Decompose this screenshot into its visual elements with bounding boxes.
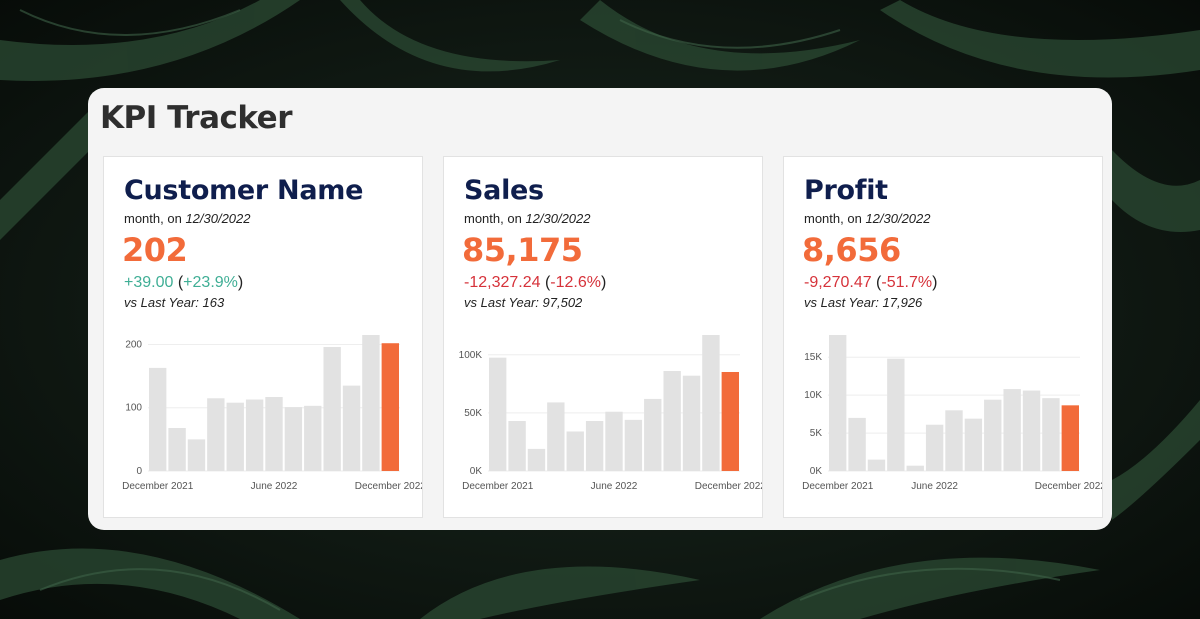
- card-title: Profit: [804, 175, 888, 206]
- kpi-card-profit: Profit month, on 12/30/2022 8,656 -9,270…: [783, 156, 1103, 518]
- delta-value: +39.00: [124, 274, 174, 291]
- bar-current-month[interactable]: [721, 371, 739, 471]
- bar[interactable]: [168, 427, 186, 471]
- bar[interactable]: [702, 335, 720, 471]
- bar[interactable]: [663, 371, 681, 471]
- kpi-value: 202: [122, 231, 188, 269]
- x-tick-label: December 2021: [122, 481, 194, 492]
- kpi-card-customer: Customer Name month, on 12/30/2022 202 +…: [103, 156, 423, 518]
- y-tick-label: 100K: [459, 350, 483, 361]
- bar[interactable]: [245, 399, 264, 471]
- bar[interactable]: [547, 402, 565, 471]
- x-tick-label: June 2022: [911, 481, 958, 492]
- bar-current-month[interactable]: [1061, 405, 1079, 471]
- x-tick-label: June 2022: [251, 481, 298, 492]
- monthly-bar-chart: 0K 50K 100K December 2021 June 2022 December …: [459, 335, 762, 492]
- date-value: 12/30/2022: [185, 211, 251, 226]
- y-tick-label: 15K: [804, 352, 822, 363]
- bar[interactable]: [566, 431, 584, 471]
- x-tick-label: December 2022: [1035, 481, 1102, 492]
- bar[interactable]: [925, 424, 944, 471]
- kpi-delta: -9,270.47 (-51.7%): [804, 274, 938, 291]
- y-tick-label: 200: [125, 339, 142, 350]
- card-date: month, on 12/30/2022: [464, 211, 591, 226]
- x-tick-label: December 2021: [802, 481, 874, 492]
- bar[interactable]: [342, 385, 361, 471]
- y-tick-label: 0K: [470, 466, 483, 477]
- bar-current-month[interactable]: [381, 343, 399, 471]
- bar[interactable]: [323, 347, 341, 471]
- bar[interactable]: [945, 410, 963, 471]
- x-tick-label: December 2022: [355, 481, 422, 492]
- monthly-bar-chart: 0 100 200 December 2021 June 2022 December 20…: [122, 335, 422, 492]
- bar[interactable]: [1042, 398, 1060, 471]
- bar[interactable]: [644, 398, 662, 471]
- bar[interactable]: [605, 411, 623, 471]
- bar[interactable]: [226, 402, 244, 471]
- bar[interactable]: [682, 375, 701, 471]
- date-prefix: month, on: [804, 211, 866, 226]
- x-tick-label: December 2021: [462, 481, 534, 492]
- date-value: 12/30/2022: [525, 211, 591, 226]
- kpi-card-sales: Sales month, on 12/30/2022 85,175 -12,32…: [443, 156, 763, 518]
- bar[interactable]: [489, 357, 507, 471]
- y-tick-label: 5K: [810, 428, 823, 439]
- kpi-delta: +39.00 (+23.9%): [124, 274, 244, 291]
- prior-year-label: vs Last Year: 17,926: [804, 295, 923, 310]
- bar[interactable]: [867, 459, 886, 471]
- bar[interactable]: [906, 465, 924, 471]
- bar[interactable]: [964, 418, 983, 471]
- y-tick-label: 100: [125, 403, 142, 414]
- kpi-panel: KPI Tracker Customer Name month, on 12/3…: [88, 88, 1112, 530]
- bar[interactable]: [362, 335, 380, 471]
- y-tick-label: 50K: [464, 408, 482, 419]
- delta-value: -9,270.47: [804, 274, 872, 291]
- bar[interactable]: [1022, 390, 1041, 471]
- x-tick-label: June 2022: [591, 481, 638, 492]
- card-date: month, on 12/30/2022: [804, 211, 931, 226]
- bar[interactable]: [848, 417, 866, 471]
- page-title: KPI Tracker: [100, 100, 293, 136]
- card-date: month, on 12/30/2022: [124, 211, 251, 226]
- bar[interactable]: [984, 399, 1002, 471]
- kpi-value: 85,175: [462, 231, 583, 269]
- bar[interactable]: [284, 407, 303, 471]
- bar[interactable]: [1003, 389, 1021, 471]
- card-title: Customer Name: [124, 175, 364, 206]
- bar[interactable]: [508, 421, 526, 471]
- bar[interactable]: [887, 358, 905, 471]
- prior-year-label: vs Last Year: 97,502: [464, 295, 583, 310]
- x-tick-label: December 2022: [695, 481, 762, 492]
- y-tick-label: 10K: [804, 390, 822, 401]
- kpi-delta: -12,327.24 (-12.6%): [464, 274, 607, 291]
- delta-percent: +23.9%: [183, 274, 238, 291]
- bar[interactable]: [187, 439, 206, 471]
- bar[interactable]: [149, 367, 167, 471]
- bar[interactable]: [304, 405, 322, 471]
- bar[interactable]: [265, 396, 283, 471]
- date-prefix: month, on: [464, 211, 526, 226]
- monthly-bar-chart: 0K 5K 10K 15K December 2021 June 2022 December…: [802, 335, 1102, 492]
- date-value: 12/30/2022: [865, 211, 931, 226]
- delta-value: -12,327.24: [464, 274, 541, 291]
- y-tick-label: 0: [136, 466, 142, 477]
- bar[interactable]: [527, 448, 546, 471]
- date-prefix: month, on: [124, 211, 186, 226]
- bar[interactable]: [207, 398, 225, 471]
- y-tick-label: 0K: [810, 466, 823, 477]
- delta-percent: -51.7%: [881, 274, 933, 291]
- bar[interactable]: [829, 335, 847, 471]
- prior-year-label: vs Last Year: 163: [124, 295, 225, 310]
- bar[interactable]: [585, 421, 604, 471]
- delta-percent: -12.6%: [550, 274, 601, 291]
- kpi-value: 8,656: [802, 231, 901, 269]
- bar[interactable]: [624, 419, 643, 471]
- card-title: Sales: [464, 175, 544, 206]
